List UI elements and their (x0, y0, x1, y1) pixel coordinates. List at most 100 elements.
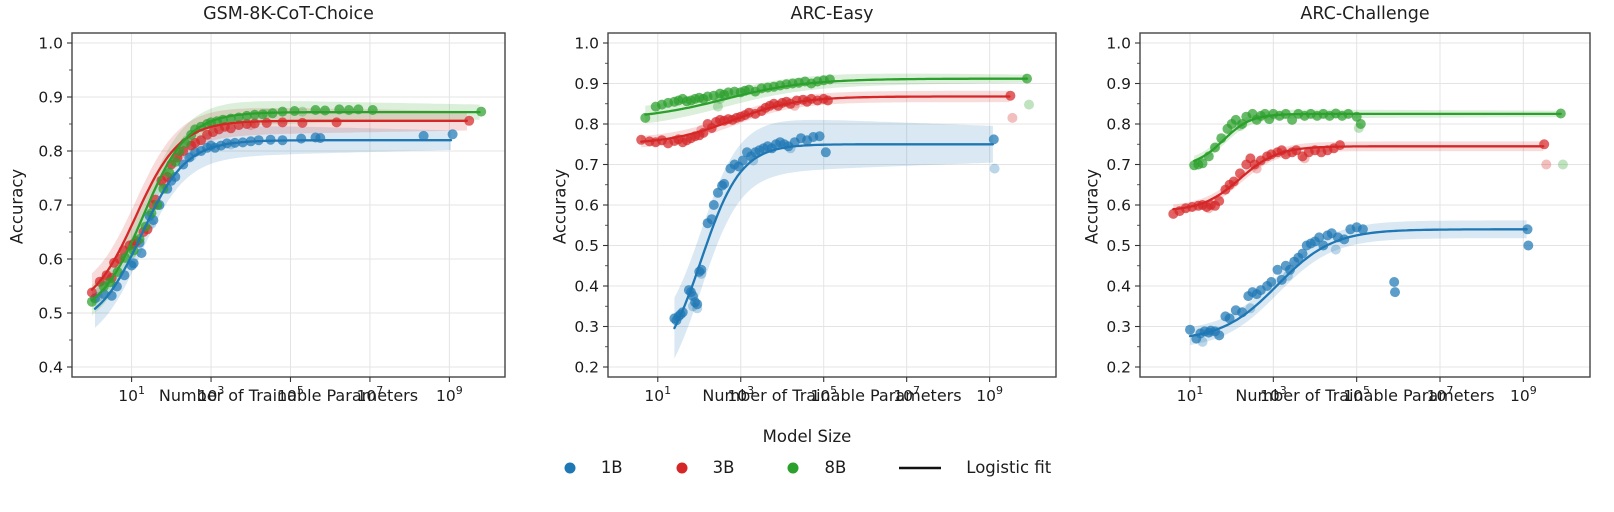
legend-label-1b: 1B (600, 458, 623, 477)
legend-dot-3b-icon (676, 462, 688, 473)
subplot1-title: GSM-8K-CoT-Choice (203, 4, 374, 24)
fit-line (1188, 228, 1528, 338)
scatter-point-light (1007, 112, 1018, 123)
y-tick-label: 0.3 (1106, 318, 1131, 336)
plot-data (1168, 108, 1568, 347)
scatter-point (1224, 313, 1235, 324)
scatter-point (814, 131, 825, 142)
y-tick-label: 1.0 (574, 35, 599, 53)
dot-marker-icon (787, 462, 799, 473)
scatter-point (1357, 224, 1368, 235)
scatter-point (289, 106, 300, 116)
scatter-point (1335, 140, 1345, 151)
scatter-point (1523, 240, 1534, 251)
scatter-point (296, 133, 307, 144)
scatter-point (164, 167, 175, 178)
legend: 1B 3B 8B Logistic fit (0, 458, 1614, 477)
confidence-band (1190, 220, 1527, 345)
legend-dot-1b-icon (564, 462, 576, 473)
y-tick-label: 0.6 (1106, 197, 1131, 215)
scatter-point (1287, 114, 1298, 125)
y-tick-label: 0.4 (38, 359, 63, 377)
scatter-point (1314, 232, 1325, 243)
fit-line (1172, 145, 1545, 211)
y-tick-label: 0.8 (1106, 116, 1131, 134)
scatter-point (86, 287, 97, 298)
y-tick-label: 0.6 (38, 251, 63, 269)
scatter-point (367, 105, 378, 115)
y-tick-label: 0.3 (574, 318, 599, 336)
scatter-point (1214, 196, 1225, 206)
fit-line (90, 119, 469, 291)
subplot2-title: ARC-Easy (790, 4, 874, 24)
subplot1-xlabel: Number of Trainable Parameters (158, 386, 419, 405)
legend-dot-8b-icon (787, 462, 799, 473)
confidence-band (91, 108, 467, 306)
scatter-point (1355, 119, 1366, 129)
scatter-point (343, 105, 354, 115)
scatter-point-light (712, 101, 723, 112)
y-tick-label: 0.2 (574, 359, 599, 377)
dot-marker-icon (676, 462, 688, 473)
confidence-band (95, 126, 451, 328)
scatter-point (1005, 90, 1016, 101)
scatter-point (1389, 277, 1400, 287)
scatter-point (820, 147, 831, 158)
y-tick-label: 0.5 (38, 305, 63, 323)
scatter-point (708, 200, 719, 210)
legend-label-3b: 3B (712, 458, 735, 477)
fit-line (644, 77, 1029, 116)
y-tick-label: 1.0 (1106, 35, 1131, 53)
scatter-point (310, 105, 321, 115)
scatter-point (1390, 287, 1400, 298)
y-tick-label: 1.0 (38, 35, 63, 53)
scatter-point (277, 117, 288, 128)
subplot3-title: ARC-Challenge (1300, 4, 1430, 24)
scatter-point (822, 95, 833, 106)
scatter-point-light (989, 163, 1000, 174)
scatter-point (249, 118, 260, 129)
scatter-point (261, 117, 272, 128)
y-tick-label: 0.5 (1106, 237, 1131, 255)
scatter-point (315, 133, 326, 143)
scatter-point (418, 130, 429, 141)
fit-line (640, 95, 1011, 143)
scatter-point (297, 117, 308, 128)
scatter-point (1272, 264, 1283, 275)
plot-data (86, 101, 487, 328)
legend-label-8b: 8B (824, 458, 847, 477)
gridlines (72, 33, 505, 377)
y-tick-label: 0.6 (574, 197, 599, 215)
fit-line (90, 110, 481, 302)
subplot1-ylabel: Accuracy (7, 168, 27, 245)
confidence-band (1173, 141, 1544, 215)
scatter-point (331, 117, 342, 128)
scatter-point (1285, 264, 1295, 275)
dot-marker-icon (564, 462, 576, 473)
gridlines (608, 33, 1056, 377)
scatter-point (170, 156, 181, 167)
subplot3-xlabel: Number of Trainable Parameters (1235, 386, 1495, 405)
y-tick-label: 0.7 (38, 197, 63, 215)
scatter-point (128, 258, 139, 269)
subplot2-xlabel: Number of Trainable Parameters (702, 386, 962, 405)
scatter-point (1228, 176, 1239, 187)
scatter-point (719, 178, 730, 189)
y-tick-label: 0.9 (1106, 75, 1131, 93)
legend-label-logistic-fit: Logistic fit (966, 458, 1052, 477)
y-tick-label: 0.2 (1106, 359, 1131, 377)
y-tick-label: 0.8 (574, 116, 599, 134)
scatter-point-light (1541, 159, 1552, 170)
y-tick-label: 0.5 (574, 237, 599, 255)
scatter-point (1197, 158, 1208, 169)
y-tick-label: 0.8 (38, 143, 63, 161)
scatter-point (136, 248, 147, 259)
legend-entry-1b: 1B (563, 458, 623, 477)
fit-line (93, 139, 453, 310)
fit-line (673, 143, 995, 330)
scatter-point (476, 106, 487, 117)
y-tick-label: 0.4 (1106, 278, 1131, 296)
